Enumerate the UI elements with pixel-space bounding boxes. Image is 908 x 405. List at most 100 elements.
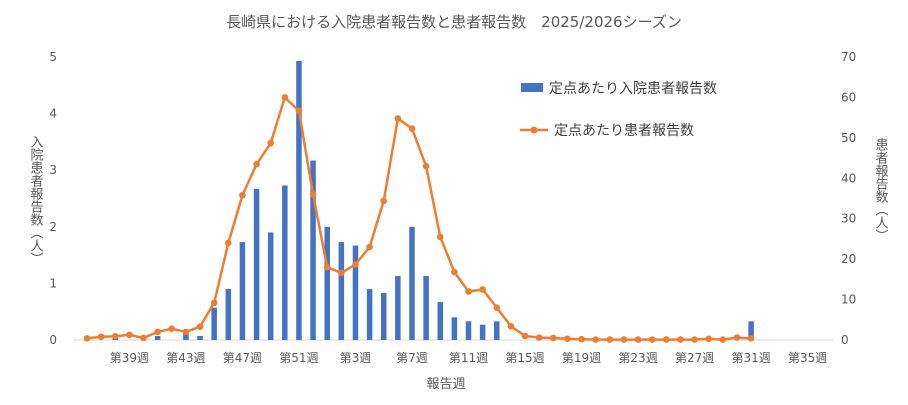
bar xyxy=(310,160,316,340)
line-point xyxy=(564,335,571,343)
line-point xyxy=(705,335,713,343)
bar xyxy=(225,289,232,340)
line-point xyxy=(507,322,515,330)
x-tick-label: 第51週 xyxy=(279,351,318,365)
x-tick-label: 第3週 xyxy=(340,351,372,365)
bar xyxy=(154,336,161,340)
x-tick-label: 第11週 xyxy=(449,351,488,365)
left-axis: 0 1 2 3 4 5 xyxy=(49,50,57,347)
line-point xyxy=(648,336,656,343)
x-tick-label: 第31週 xyxy=(731,351,770,365)
bar xyxy=(211,307,217,340)
x-tick-label: 第7週 xyxy=(396,351,428,365)
x-tick-label: 第23週 xyxy=(618,351,657,365)
line-point xyxy=(465,288,472,295)
line-point xyxy=(281,94,289,101)
right-tick-label: 70 xyxy=(841,50,856,64)
right-tick-label: 50 xyxy=(841,131,856,145)
bar xyxy=(282,185,288,340)
right-tick-label: 20 xyxy=(841,252,856,266)
line-point xyxy=(663,336,670,343)
line-point xyxy=(677,336,684,343)
left-tick-label: 3 xyxy=(49,163,57,177)
line-point xyxy=(634,336,642,343)
line-point xyxy=(295,107,303,115)
bar xyxy=(366,289,373,340)
bar xyxy=(437,302,443,340)
x-axis-title: 報告週 xyxy=(426,377,465,392)
line-point xyxy=(422,162,430,170)
bar xyxy=(494,321,500,340)
x-tick-label: 第19週 xyxy=(562,351,601,365)
line-point xyxy=(168,325,176,332)
right-tick-label: 10 xyxy=(841,293,856,307)
bar xyxy=(197,336,203,340)
bar xyxy=(465,321,472,340)
line-point xyxy=(111,333,119,340)
line-point xyxy=(253,160,260,168)
line-point xyxy=(549,334,557,342)
line-point xyxy=(267,139,274,147)
bar xyxy=(451,317,458,340)
line-point xyxy=(225,239,232,247)
line-point xyxy=(380,197,388,205)
line-point xyxy=(338,269,345,277)
line-point xyxy=(83,335,91,342)
x-tick-label: 第39週 xyxy=(110,351,149,365)
left-tick-label: 1 xyxy=(49,276,57,290)
bar xyxy=(338,242,345,340)
bar xyxy=(324,226,330,340)
line-point xyxy=(323,263,331,271)
bar xyxy=(380,293,387,340)
legend-bar-label: 定点あたり入院患者報告数 xyxy=(549,81,717,97)
x-tick-label: 第27週 xyxy=(675,351,714,365)
bar xyxy=(479,324,486,340)
line-point xyxy=(535,334,543,341)
bar xyxy=(748,321,754,340)
line-point xyxy=(691,336,698,343)
line-point xyxy=(521,332,529,340)
chart-title: 長崎県における入院患者報告数と患者報告数 2025/2026シーズン xyxy=(226,13,682,31)
line-point xyxy=(140,334,147,342)
line-point xyxy=(210,299,218,307)
line-point xyxy=(493,304,501,311)
legend-line-label: 定点あたり患者報告数 xyxy=(554,123,694,139)
bar xyxy=(296,60,302,341)
right-tick-label: 40 xyxy=(841,171,856,185)
left-tick-label: 4 xyxy=(49,107,57,121)
line-point xyxy=(451,268,458,276)
legend: 定点あたり入院患者報告数 定点あたり患者報告数 xyxy=(520,81,717,139)
right-axis-title: 患者報告数（人） xyxy=(873,138,889,242)
line-point xyxy=(182,328,190,336)
right-tick-label: 0 xyxy=(841,333,849,347)
bar xyxy=(409,226,415,340)
line-point xyxy=(578,335,585,343)
line-point xyxy=(196,323,204,330)
line-point xyxy=(436,233,444,241)
bar xyxy=(253,188,260,340)
legend-line-marker xyxy=(530,126,538,134)
line-series xyxy=(83,94,755,343)
line-point xyxy=(97,333,105,341)
right-tick-label: 60 xyxy=(841,90,856,104)
x-axis: 第39週 第43週 第47週 第51週 第3週 第7週 第11週 第15週 第19週 第23週 第2… xyxy=(73,339,833,365)
line-point xyxy=(479,286,486,293)
x-tick-label: 第47週 xyxy=(223,351,262,365)
line-point xyxy=(620,336,628,343)
line-point xyxy=(352,261,359,268)
bar xyxy=(239,242,246,340)
right-axis: 0 10 20 30 40 50 60 70 xyxy=(841,50,856,347)
line-point xyxy=(733,334,741,341)
x-tick-label: 第35週 xyxy=(788,351,827,365)
left-tick-label: 2 xyxy=(49,220,57,234)
line-point xyxy=(394,115,402,122)
line-point xyxy=(366,243,373,251)
left-tick-label: 0 xyxy=(49,333,57,347)
right-tick-label: 30 xyxy=(841,212,856,226)
line-point xyxy=(719,336,727,343)
legend-bar-swatch xyxy=(521,83,543,92)
bar xyxy=(183,332,189,340)
line-point xyxy=(154,328,161,336)
left-axis-title: 入院患者報告数（人） xyxy=(28,135,44,265)
